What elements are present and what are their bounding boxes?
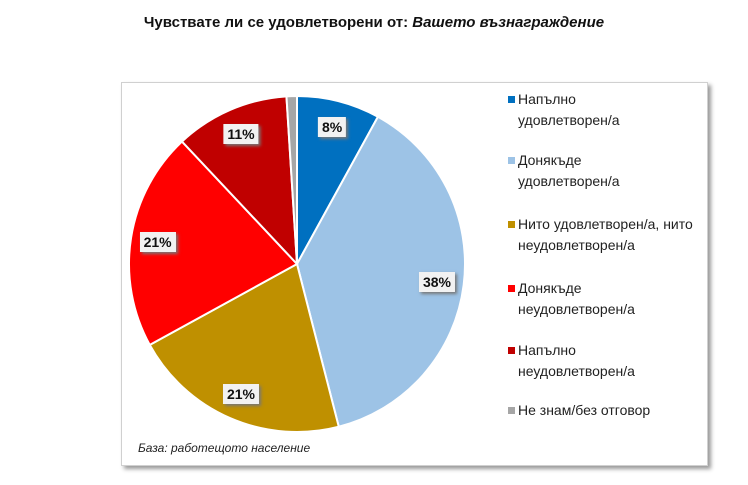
legend-marker [508,157,515,164]
pie-slice [295,115,466,428]
chart-title: Чувствате ли се удовлетворени от: Вашето… [0,14,748,31]
legend-marker [508,347,515,354]
legend-label: Напълно неудовлетворен/а [518,342,635,379]
legend-label: Нито удовлетворен/а, нито неудовлетворен… [518,216,693,253]
legend-label: Донякъде неудовлетворен/а [518,280,635,317]
data-label: 38% [418,271,456,292]
legend-item: Напълно неудовлетворен/а [508,340,668,382]
title-italic-text: Вашето възнаграждение [412,14,605,31]
legend-item: Напълно удовлетворен/а [508,89,668,131]
legend-item: Донякъде неудовлетворен/а [508,278,668,320]
legend-marker [508,407,515,414]
data-label: 21% [139,231,176,252]
footnote: База: работещото население [138,441,311,455]
title-text: Чувствате ли се удовлетворени от: [143,14,413,31]
pie-slice [285,94,298,265]
pie-slice [180,95,299,267]
legend-marker [508,221,515,228]
legend-item: Нито удовлетворен/а, нито неудовлетворен… [508,214,698,256]
legend-marker [508,96,515,103]
pie-chart [128,94,466,433]
legend-item: Донякъде удовлетворен/а [508,150,668,192]
chart-area: 8% 38% 21% 21% 11% Напълно удовлетворен/а Дон… [121,82,708,466]
data-label: 21% [222,383,259,404]
data-label: 11% [223,124,259,145]
legend-item: Не знам/без отговор [508,400,718,421]
legend-label: Донякъде удовлетворен/а [518,152,620,189]
pie-slice [128,140,299,347]
data-label: 8% [317,117,347,138]
pie-slice [148,262,340,433]
legend-label: Напълно удовлетворен/а [518,91,620,128]
legend-marker [508,285,515,292]
legend-label: Не знам/без отговор [518,402,651,418]
